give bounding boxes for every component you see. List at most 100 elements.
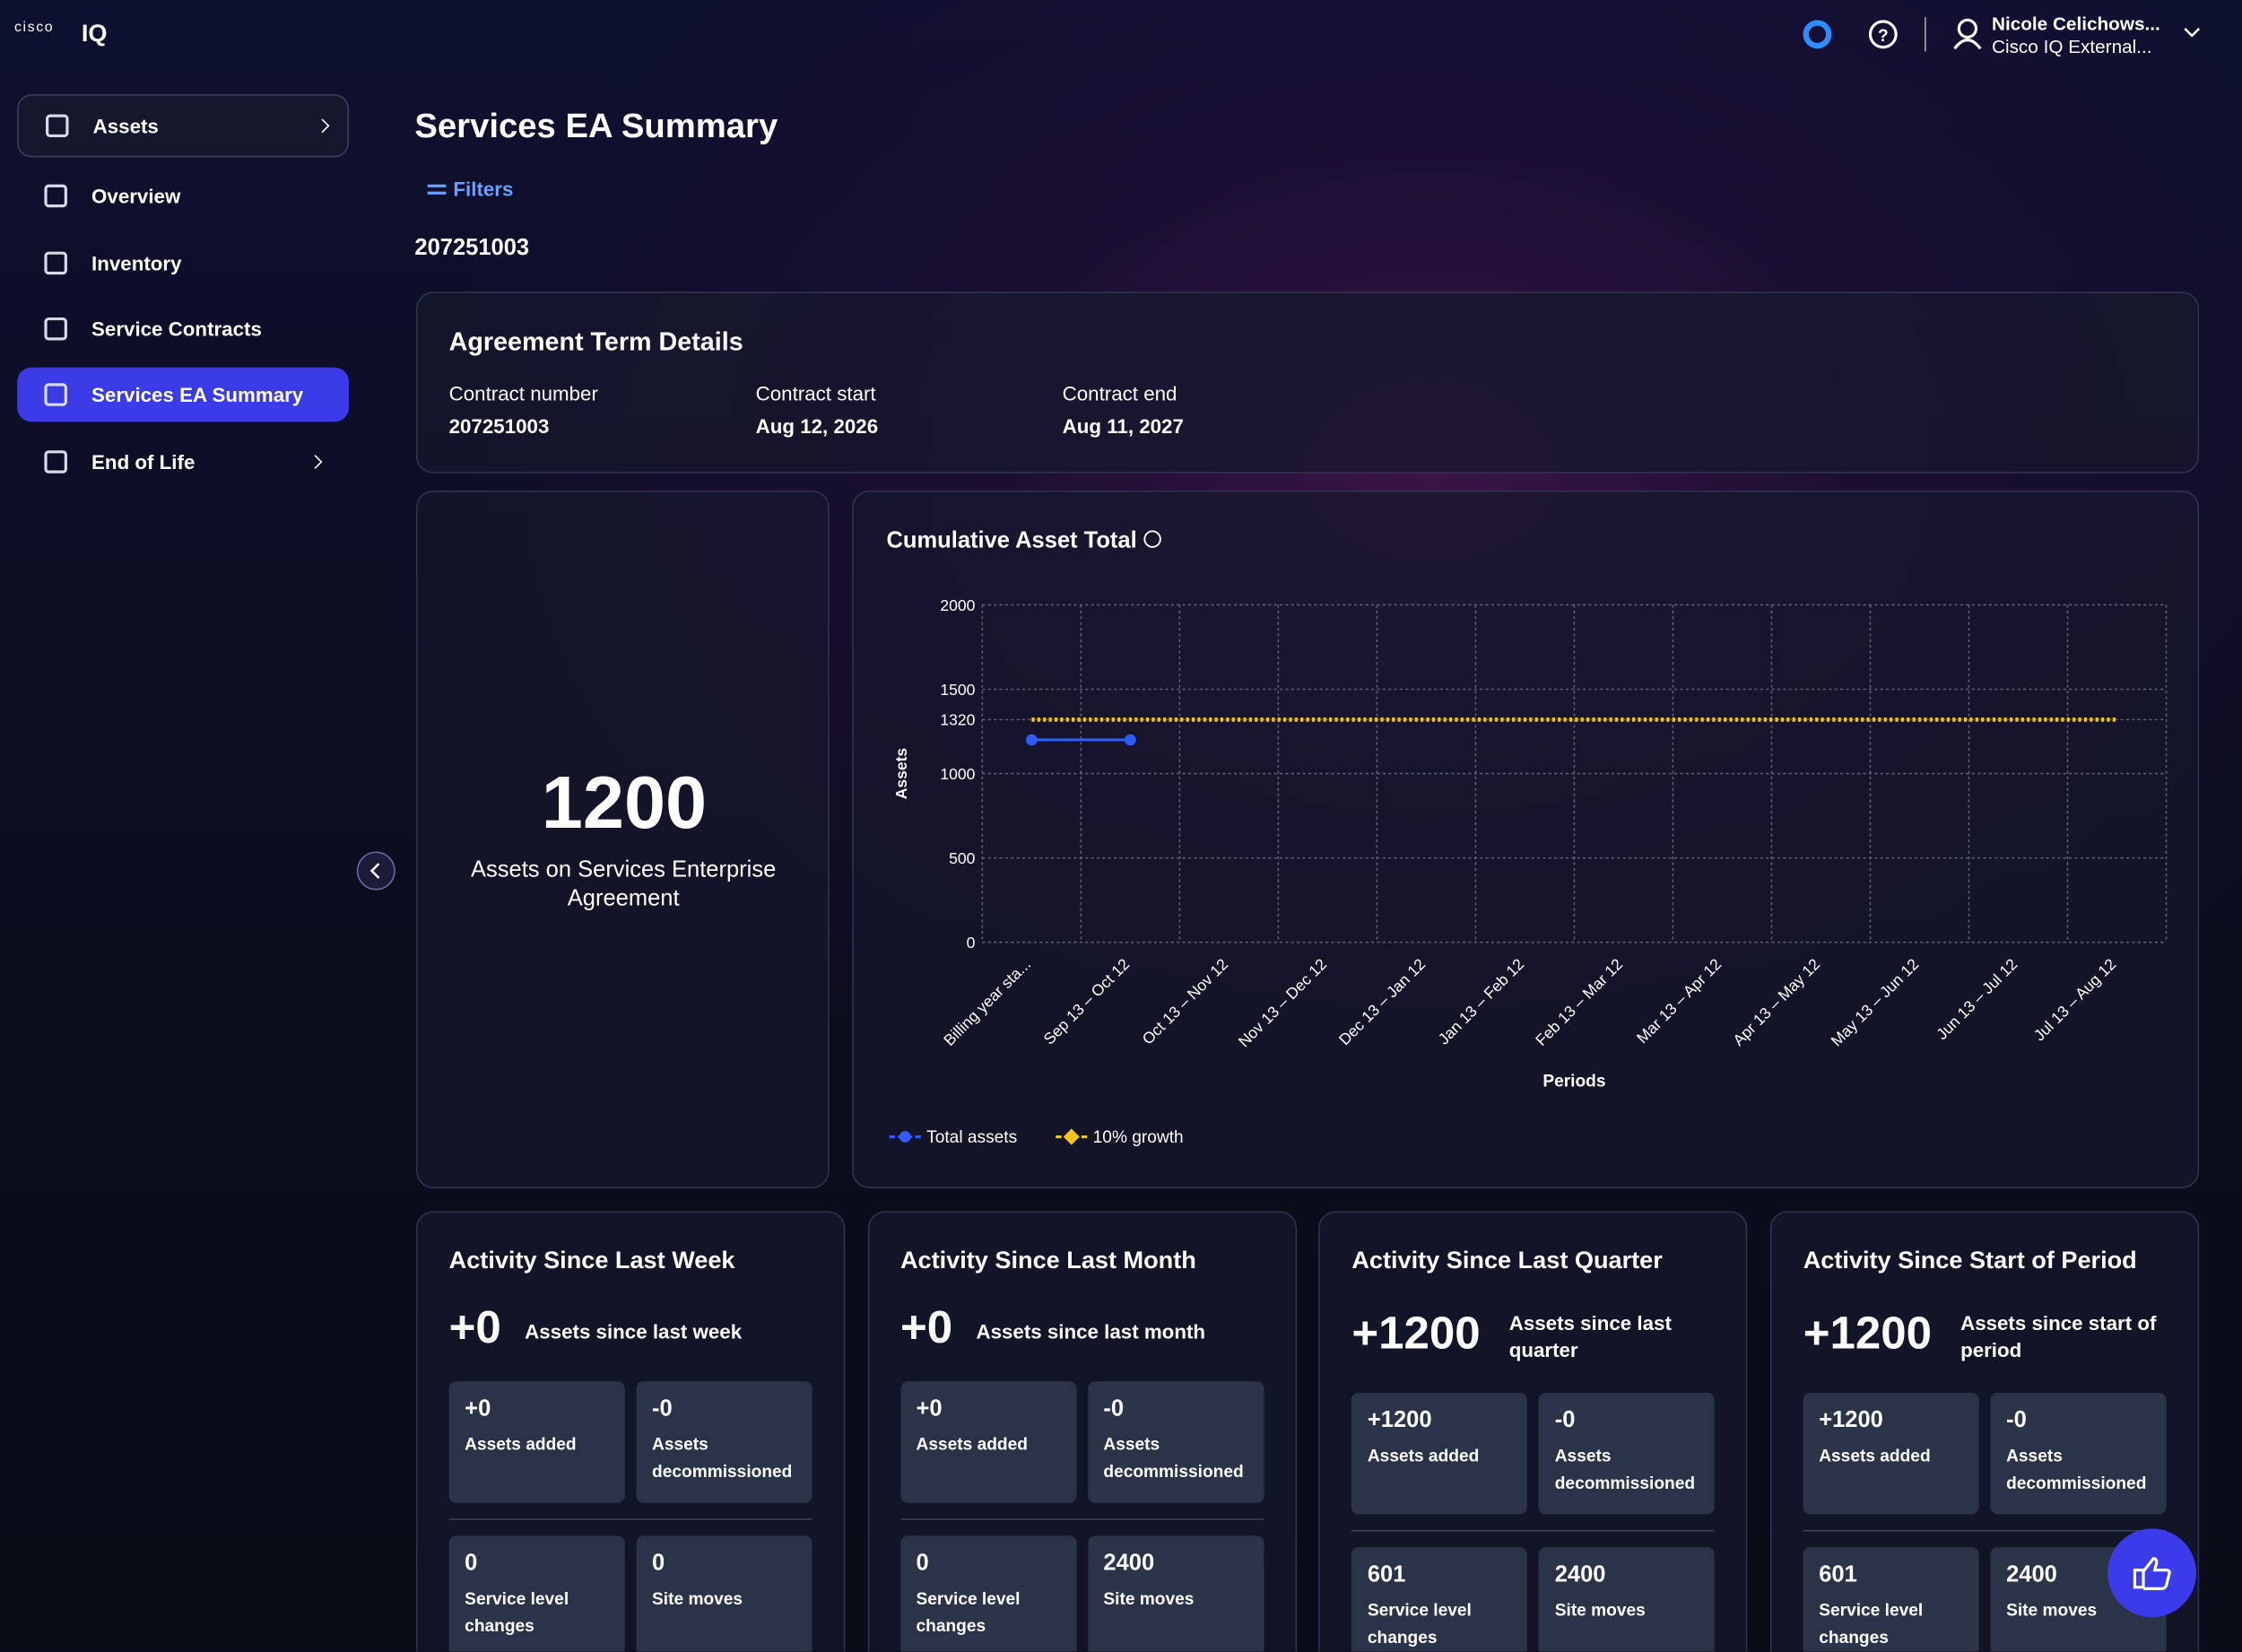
filters-label[interactable]: Filters	[453, 177, 514, 201]
user-name[interactable]: Nicole Celichows...	[1991, 13, 2160, 35]
field-value: Aug 12, 2026	[755, 414, 879, 438]
stat-label: Assets added	[465, 1434, 577, 1455]
x-tick-label: Nov 13 – Dec 12	[1235, 955, 1330, 1050]
stat-label: Site moves	[1554, 1600, 1646, 1621]
stat-value: +0	[916, 1396, 943, 1422]
nav-icon	[46, 114, 69, 138]
stat-tile: 601 Service level changes	[1351, 1547, 1528, 1652]
x-tick-label: Dec 13 – Jan 12	[1335, 955, 1429, 1048]
y-axis-label: Assets	[892, 748, 910, 800]
nav-label[interactable]: Assets	[92, 114, 159, 138]
nav-item[interactable]: Overview	[17, 168, 349, 225]
user-org[interactable]: Cisco IQ External...	[1991, 35, 2152, 57]
user-menu-chevron[interactable]	[2182, 26, 2202, 40]
chart: Cumulative Asset Total Assets Periods 0 5…	[887, 528, 2168, 1147]
stat-value: 601	[1819, 1562, 1857, 1587]
stat-label: Service level changes	[465, 1588, 569, 1636]
stat-label: Site moves	[2006, 1600, 2098, 1621]
feedback-button[interactable]	[2107, 1527, 2198, 1619]
separator	[899, 1518, 1264, 1520]
nav-label[interactable]: End of Life	[91, 450, 196, 474]
separator	[1351, 1530, 1716, 1532]
stat-label: Site moves	[652, 1588, 743, 1609]
nav-icon	[44, 450, 67, 474]
stat-tile: 2400 Site moves	[1087, 1535, 1264, 1652]
stat-tile: 0 Service level changes	[899, 1535, 1077, 1652]
svg-text:?: ?	[1878, 27, 1889, 46]
nav-label[interactable]: Service Contracts	[91, 317, 262, 341]
agreement-title: Agreement Term Details	[448, 327, 743, 357]
stat-value: +1200	[1367, 1408, 1432, 1433]
stat-value: -0	[1554, 1408, 1576, 1433]
legend-label: Total assets	[926, 1128, 1017, 1147]
stat-tile: 0 Service level changes	[448, 1535, 625, 1652]
nav-icon	[44, 383, 67, 406]
collapse-button[interactable]	[356, 851, 396, 891]
separator	[448, 1518, 813, 1520]
activity-value: +1200	[1351, 1307, 1481, 1359]
activity-label: Assets since start of period	[1960, 1311, 2157, 1361]
chart-card: Cumulative Asset Total Assets Periods 0 5…	[852, 490, 2200, 1188]
stat-value: 601	[1367, 1562, 1406, 1587]
x-tick-label: May 13 – Jun 12	[1828, 955, 1923, 1050]
nav-item[interactable]: End of Life	[17, 433, 349, 491]
legend-label: 10% growth	[1093, 1128, 1184, 1147]
stat-label: Service level changes	[916, 1588, 1021, 1636]
x-tick-label: Jul 13 – Aug 12	[2030, 955, 2120, 1045]
filters-button[interactable]: Filters	[427, 177, 514, 201]
stat-value: 2400	[2006, 1562, 2057, 1587]
nav-label[interactable]: Services EA Summary	[91, 383, 304, 406]
info-icon[interactable]	[1143, 530, 1161, 548]
activity-value: +0	[899, 1300, 953, 1353]
activity-card: Activity Since Last Week +0 Assets since l…	[415, 1211, 846, 1652]
user-icon[interactable]	[1951, 17, 1983, 51]
page-title: Services EA Summary	[414, 107, 778, 146]
total-value: 1200	[541, 761, 708, 846]
point	[1025, 734, 1038, 746]
stat-value: 2400	[1554, 1562, 1606, 1587]
nav-label[interactable]: Overview	[91, 184, 181, 208]
field-label: Contract end	[1062, 381, 1177, 405]
stat-value: +0	[465, 1396, 491, 1422]
x-tick-label: Feb 13 – Mar 12	[1532, 955, 1626, 1049]
total-label: Assets on Services Enterprise Agreement	[471, 857, 777, 911]
x-tick-label: Oct 13 – Nov 12	[1139, 955, 1232, 1048]
nav-item[interactable]: Assets	[17, 94, 350, 158]
nav-item[interactable]: Inventory	[17, 234, 349, 291]
x-tick-label: Billing year sta...	[940, 955, 1034, 1049]
activity-title: Activity Since Last Quarter	[1351, 1247, 1663, 1274]
stat-tile: +1200 Assets added	[1351, 1392, 1528, 1515]
help-icon[interactable]: ?	[1866, 17, 1900, 51]
y-tick-label: 1000	[940, 765, 975, 783]
y-tick-label: 0	[967, 934, 976, 952]
y-tick-label: 1320	[940, 711, 975, 729]
activity-label: Assets since last week	[525, 1319, 743, 1343]
x-axis-label: Periods	[1542, 1073, 1605, 1091]
activity-value: +0	[448, 1300, 501, 1353]
stat-tile: -0 Assets decommissioned	[1087, 1381, 1264, 1503]
x-tick-label: Jun 13 – Jul 12	[1933, 955, 2020, 1043]
stat-tile: -0 Assets decommissioned	[1539, 1392, 1716, 1515]
y-tick-label: 1500	[940, 681, 975, 699]
nav-chevron	[308, 455, 323, 469]
activity-title: Activity Since Start of Period	[1803, 1247, 2137, 1274]
ai-icon[interactable]	[1803, 20, 1832, 49]
nav-item[interactable]: Service Contracts	[17, 300, 349, 358]
stat-label: Site moves	[1103, 1588, 1195, 1609]
stat-tile: -0 Assets decommissioned	[636, 1381, 813, 1503]
stat-value: +1200	[1819, 1408, 1883, 1433]
nav-chevron	[315, 118, 330, 134]
chart-title: Cumulative Asset Total	[887, 528, 1137, 553]
x-tick-label: Jan 13 – Feb 12	[1435, 955, 1528, 1048]
stat-tile: 601 Service level changes	[1803, 1547, 1979, 1652]
stat-label: Assets decommissioned	[1103, 1434, 1244, 1482]
point	[1124, 734, 1136, 746]
stat-value: 0	[916, 1551, 929, 1577]
x-tick-label: Mar 13 – Apr 12	[1633, 955, 1725, 1047]
nav-item[interactable]: Services EA Summary	[17, 367, 350, 422]
stat-value: 0	[465, 1551, 478, 1577]
nav-label[interactable]: Inventory	[91, 251, 182, 275]
activity-title: Activity Since Last Month	[899, 1247, 1196, 1274]
brand: cisco	[13, 20, 55, 36]
